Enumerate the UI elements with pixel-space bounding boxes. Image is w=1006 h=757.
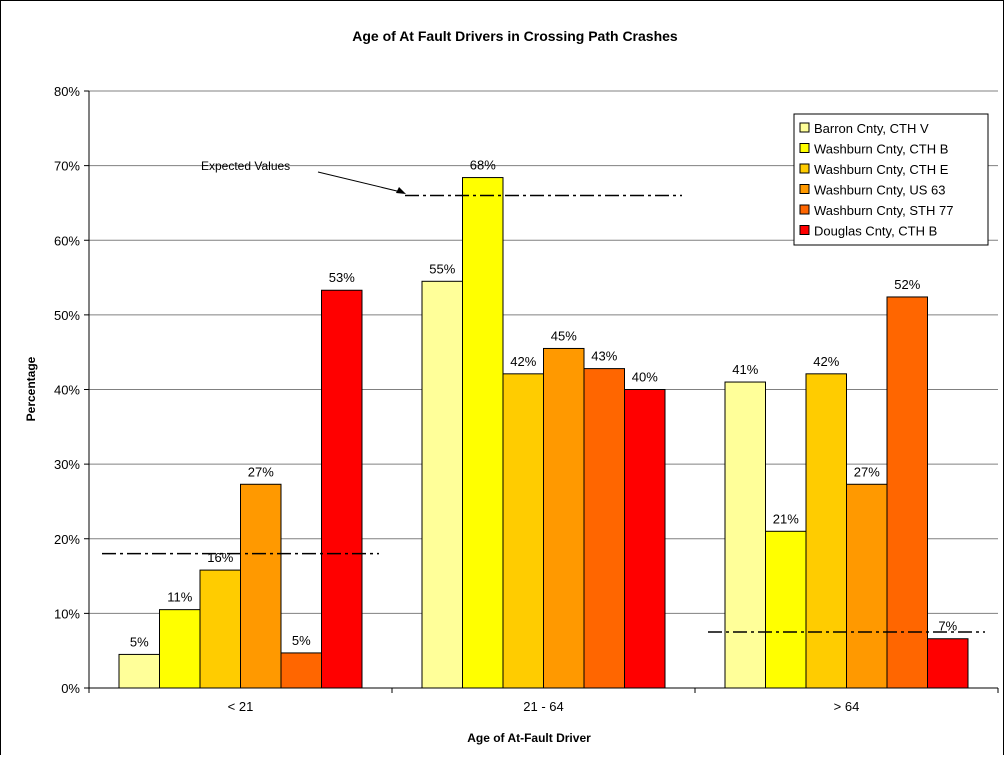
legend-swatch [799,143,810,153]
data-label: 16% [207,550,233,565]
x-axis-title: Age of At-Fault Driver [467,731,591,745]
data-label: 5% [130,634,149,649]
legend: Barron Cnty, CTH V Washburn Cnty, CTH B Wa… [793,113,989,246]
bar [805,373,847,689]
bar [462,177,504,689]
bar [502,373,544,689]
data-label: 43% [591,349,617,364]
bar [927,638,969,689]
annotation-arrow-line [317,171,402,193]
bar [280,652,322,689]
bar [321,289,363,689]
bars [118,177,969,689]
legend-swatch [799,184,810,194]
x-tick-label: < 21 [228,699,254,714]
y-tick-label: 60% [54,233,80,248]
expected-values-annotation: Expected Values [201,159,406,194]
legend-entry: Washburn Cnty, CTH B [814,142,948,157]
y-tick-label: 80% [54,84,80,99]
bar [240,483,282,689]
legend-swatch [799,225,810,235]
legend-swatch [799,122,810,133]
data-label: 45% [551,328,577,343]
y-tick-label: 70% [54,159,80,174]
data-labels: 5% 11% 16% 27% 5% 53% 55% 68% 42% 45% 43% 40% 41% 21%… [130,158,958,650]
data-label: 27% [854,464,880,479]
y-tick-labels: 0% 10% 20% 30% 40% 50% 60% 70% 80% [54,84,80,696]
annotation-arrowhead [396,187,406,194]
bar [886,296,928,689]
y-tick-label: 0% [61,681,80,696]
legend-swatch [799,204,810,215]
expected-value-lines [102,194,985,633]
y-tick-label: 20% [54,532,80,547]
y-tick-label: 40% [54,383,80,398]
data-label: 21% [773,511,799,526]
y-axis-title: Percentage [24,356,38,421]
axes [84,90,999,693]
data-label: 55% [429,261,455,276]
bar [724,381,766,689]
data-label: 40% [632,370,658,385]
y-tick-label: 50% [54,308,80,323]
data-label: 5% [292,633,311,648]
bar [543,347,585,689]
x-tick-labels: < 21 21 - 64 > 64 [228,699,860,714]
data-label: 42% [813,354,839,369]
y-tick-label: 30% [54,457,80,472]
bar [118,653,160,689]
legend-entry: Douglas Cnty, CTH B [814,224,937,239]
bar [421,280,463,689]
legend-entry: Washburn Cnty, CTH E [814,162,949,177]
legend-entry: Washburn Cnty, US 63 [814,183,946,198]
data-label: 7% [938,619,957,634]
data-label: 42% [510,354,536,369]
data-label: 53% [329,270,355,285]
bar [199,569,241,689]
expected-values-label: Expected Values [201,159,290,173]
bar [624,389,666,689]
chart-title: Age of At Fault Drivers in Crossing Path… [352,28,678,44]
x-tick-label: > 64 [834,699,860,714]
bar [583,368,625,689]
data-label: 52% [894,277,920,292]
data-label: 27% [248,464,274,479]
legend-swatch [799,163,810,174]
legend-entry: Barron Cnty, CTH V [814,121,929,136]
bar [159,609,201,689]
y-tick-label: 10% [54,606,80,621]
bar [846,483,888,689]
legend-entry: Washburn Cnty, STH 77 [814,203,953,218]
bar [765,530,807,689]
legend-box [793,113,989,246]
data-label: 68% [470,158,496,173]
x-tick-label: 21 - 64 [523,699,563,714]
data-label: 41% [732,362,758,377]
data-label: 11% [167,590,192,605]
